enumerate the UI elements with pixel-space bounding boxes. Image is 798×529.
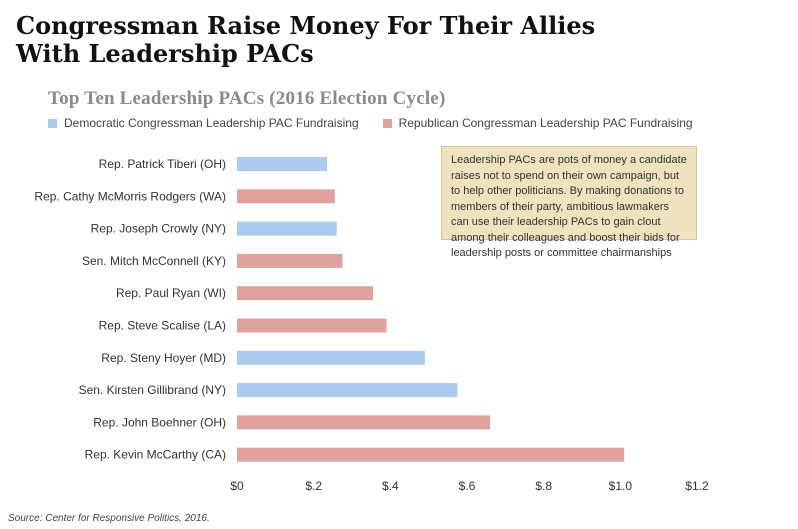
category-label: Sen. Mitch McConnell (KY) [82,254,226,268]
legend-label-democratic: Democratic Congressman Leadership PAC Fu… [64,116,359,130]
x-tick-label: $1.2 [685,479,709,493]
bar [237,383,458,398]
bar [237,189,335,204]
chart-legend: Democratic Congressman Leadership PAC Fu… [48,116,693,130]
legend-item-republican: Republican Congressman Leadership PAC Fu… [382,116,693,130]
bar [237,157,328,171]
category-label: Rep. Steve Scalise (LA) [99,319,226,333]
title-line-2: With Leadership PACs [16,39,314,68]
category-label: Rep. John Boehner (OH) [93,415,226,429]
category-label: Rep. Kevin McCarthy (CA) [85,448,226,462]
bar [237,286,374,301]
bar [237,221,337,236]
x-tick-label: $.4 [382,479,399,493]
legend-label-republican: Republican Congressman Leadership PAC Fu… [398,116,693,130]
x-tick-label: $0 [230,479,244,493]
x-tick-label: $.8 [535,479,552,493]
category-label: Sen. Kirsten Gillibrand (NY) [79,383,226,397]
legend-item-democratic: Democratic Congressman Leadership PAC Fu… [48,116,359,130]
bar [237,350,425,365]
legend-swatch-republican [382,118,392,128]
x-tick-label: $.2 [305,479,322,493]
x-tick-label: $.6 [459,479,476,493]
annotation-note: Leadership PACs are pots of money a cand… [441,146,697,259]
source-caption: Source: Center for Responsive Politics, … [8,513,210,524]
legend-swatch-democratic [48,118,57,128]
bar [237,447,625,462]
chart-title: Top Ten Leadership PACs (2016 Election C… [48,88,446,109]
bar [237,415,490,430]
category-label: Rep. Cathy McMorris Rodgers (WA) [34,189,226,203]
category-label: Rep. Joseph Crowly (NY) [91,222,226,236]
bar [237,253,343,268]
page-title: Congressman Raise Money For Their Allies… [16,12,595,68]
title-line-1: Congressman Raise Money For Their Allies [16,11,596,40]
x-tick-label: $1.0 [609,479,633,493]
category-label: Rep. Patrick Tiberi (OH) [99,157,226,171]
category-label: Rep. Paul Ryan (WI) [116,286,226,300]
category-label: Rep. Steny Hoyer (MD) [101,351,226,365]
bar [237,318,387,333]
